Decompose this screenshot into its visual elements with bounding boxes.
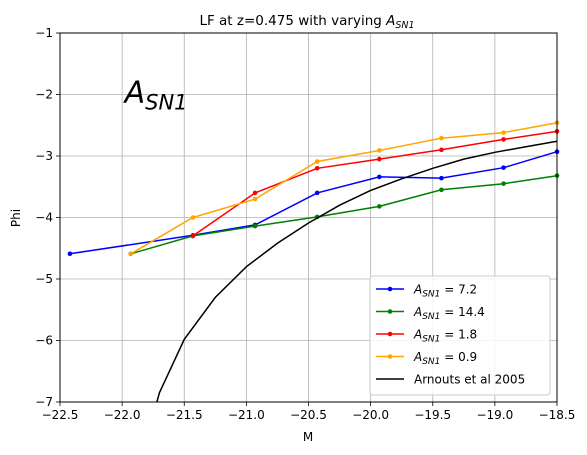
data-point (377, 156, 382, 162)
legend-marker (387, 354, 393, 359)
x-tick-label: −22.5 (42, 408, 79, 422)
x-tick-label: −18.5 (539, 408, 576, 422)
annotation-asn1: ASN1 (123, 76, 188, 115)
legend-label: ASN1 = 1.8 (413, 328, 477, 345)
legend-label: ASN1 = 0.9 (413, 350, 477, 367)
data-point (439, 175, 444, 181)
y-tick-label: −7 (35, 395, 53, 409)
data-point (190, 215, 196, 220)
data-point (501, 165, 506, 170)
y-tick-label: −4 (35, 211, 53, 225)
x-tick-label: −20.5 (290, 408, 327, 422)
series-group (67, 120, 560, 403)
data-point (252, 196, 258, 202)
legend-label: ASN1 = 7.2 (413, 283, 477, 300)
chart-title: LF at z=0.475 with varying ASN1 (199, 13, 414, 31)
series-line-0 (69, 150, 558, 255)
legend-label-subscript: SN1 (422, 335, 440, 345)
legend-label-value: = 7.2 (440, 283, 477, 297)
x-tick-label: −22.0 (104, 408, 141, 422)
legend-label-symbol: A (413, 283, 422, 297)
legend-label-symbol: A (413, 305, 422, 319)
y-tick-label: −3 (35, 149, 53, 163)
legend-label-symbol: A (413, 328, 422, 342)
y-tick-label: −5 (35, 272, 53, 286)
data-point (501, 130, 506, 135)
x-tick-label: −21.5 (166, 408, 203, 422)
legend-marker (387, 286, 393, 292)
data-point (439, 135, 444, 141)
y-tick-label: −6 (35, 334, 53, 348)
data-point (501, 181, 506, 186)
legend-label: ASN1 = 14.4 (413, 305, 485, 322)
data-point (67, 251, 73, 257)
legend-label-subscript: SN1 (422, 312, 440, 322)
data-point (314, 166, 320, 171)
series-line-3 (130, 122, 558, 255)
legend-box (369, 275, 551, 396)
x-tick-label: −20.0 (352, 408, 389, 422)
data-point (252, 223, 258, 229)
data-point (128, 251, 134, 257)
legend-label-value: = 14.4 (440, 305, 484, 319)
legend-label-subscript: SN1 (422, 357, 440, 367)
data-point (377, 204, 382, 209)
x-tick-label: −19.0 (476, 408, 513, 422)
series-line-1 (130, 174, 558, 255)
legend-marker (387, 331, 393, 337)
y-tick-label: −1 (35, 26, 53, 40)
x-tick-label: −21.0 (228, 408, 265, 422)
series-line-4 (156, 140, 558, 403)
data-point (190, 233, 196, 239)
x-axis-label: M (303, 430, 313, 444)
data-point (377, 174, 382, 180)
data-point (377, 148, 382, 153)
data-point (501, 137, 506, 142)
x-tick-label: −19.5 (414, 408, 451, 422)
data-point (314, 190, 320, 196)
legend-label-subscript: SN1 (422, 290, 440, 300)
legend-label-value: = 1.8 (440, 328, 477, 342)
legend-marker (387, 309, 393, 314)
data-point (314, 159, 320, 164)
data-point (439, 187, 444, 193)
legend-label-value: = 0.9 (440, 350, 477, 364)
data-point (439, 147, 444, 153)
legend-label: Arnouts et al 2005 (414, 373, 525, 387)
axis-ticks: −22.5 −22.0 −21.5 −21.0 −20.5 −20.0 −19.5 −19.0… (35, 26, 575, 422)
y-tick-label: −2 (35, 88, 53, 102)
data-point (252, 190, 258, 196)
y-axis-label: Phi (9, 209, 23, 227)
legend-label-symbol: A (413, 350, 422, 364)
